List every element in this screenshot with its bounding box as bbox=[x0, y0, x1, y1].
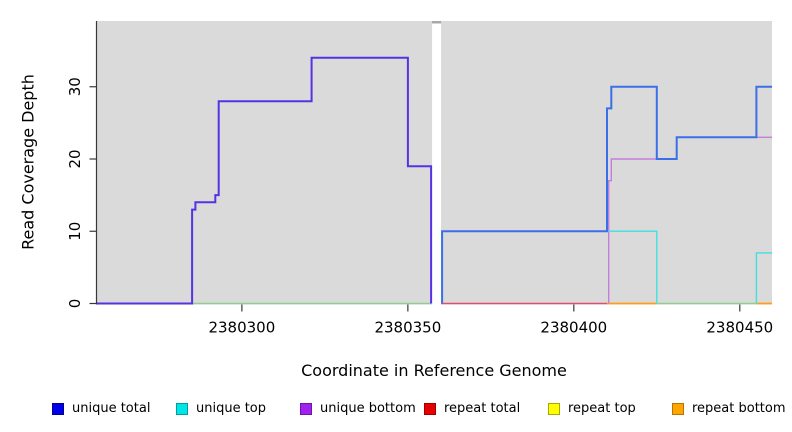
legend-label: unique bottom bbox=[320, 401, 416, 416]
legend-label: unique top bbox=[196, 401, 267, 416]
plot-canvas: 0 10 20 30 2380300 2380350 2380400 2380450 bbox=[66, 21, 773, 337]
legend-label: repeat top bbox=[568, 401, 636, 416]
legend-label: repeat bottom bbox=[692, 401, 786, 416]
legend-item-repeat-top: repeat top bbox=[548, 399, 672, 419]
repeat-total-swatch-icon bbox=[424, 403, 436, 415]
y-tick-label: 0 bbox=[66, 299, 84, 309]
x-tick-label: 2380350 bbox=[374, 319, 441, 337]
legend: unique total unique top unique bottom re… bbox=[52, 397, 792, 421]
legend-label: repeat total bbox=[444, 401, 521, 416]
y-axis-title: Read Coverage Depth bbox=[18, 74, 38, 250]
x-tick-label: 2380400 bbox=[540, 319, 607, 337]
unique-top-swatch-icon bbox=[176, 403, 188, 415]
series-line-unique-total-overlapping-unique-bottom-left-block bbox=[96, 56, 433, 305]
legend-item-unique-top: unique top bbox=[176, 399, 300, 419]
y-tick-label: 20 bbox=[66, 149, 84, 168]
legend-item-unique-bottom: unique bottom bbox=[300, 399, 424, 419]
legend-item-repeat-total: repeat total bbox=[424, 399, 548, 419]
series-line-unique-top bbox=[755, 252, 772, 304]
y-tick-label: 30 bbox=[66, 77, 84, 96]
x-tick-label: 2380450 bbox=[706, 319, 773, 337]
legend-item-repeat-bottom: repeat bottom bbox=[672, 399, 786, 419]
repeat-bottom-swatch-icon bbox=[672, 403, 684, 415]
unique-total-swatch-icon bbox=[52, 403, 64, 415]
x-axis-title: Coordinate in Reference Genome bbox=[301, 361, 567, 380]
repeat-top-swatch-icon bbox=[548, 403, 560, 415]
coverage-gap-band bbox=[432, 23, 442, 305]
series-line-unique-total bbox=[441, 85, 772, 304]
legend-item-unique-total: unique total bbox=[52, 399, 176, 419]
legend-label: unique total bbox=[72, 401, 151, 416]
coverage-gap-cap bbox=[432, 21, 442, 24]
y-tick-label: 10 bbox=[66, 222, 84, 241]
x-tick-label: 2380300 bbox=[208, 319, 275, 337]
series-line-unique-top bbox=[607, 230, 658, 304]
unique-bottom-swatch-icon bbox=[300, 403, 312, 415]
